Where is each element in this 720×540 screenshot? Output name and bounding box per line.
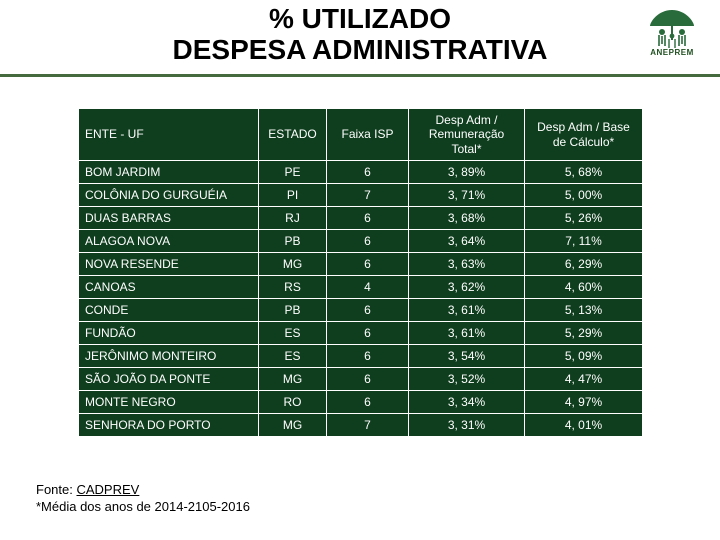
cell-value: 3, 71%	[409, 184, 525, 207]
cell-ente: ALAGOA NOVA	[79, 230, 259, 253]
cell-ente: FUNDÃO	[79, 322, 259, 345]
cell-value: PB	[259, 299, 327, 322]
cell-value: 3, 68%	[409, 207, 525, 230]
cell-ente: DUAS BARRAS	[79, 207, 259, 230]
table-row: SENHORA DO PORTOMG73, 31%4, 01%	[79, 414, 643, 437]
cell-value: 7, 11%	[525, 230, 643, 253]
cell-ente: CONDE	[79, 299, 259, 322]
table-body: BOM JARDIMPE63, 89%5, 68%COLÔNIA DO GURG…	[79, 161, 643, 437]
cell-value: 6, 29%	[525, 253, 643, 276]
table-row: NOVA RESENDEMG63, 63%6, 29%	[79, 253, 643, 276]
umbrella-family-icon	[644, 6, 700, 50]
cell-value: 3, 54%	[409, 345, 525, 368]
cell-value: 3, 34%	[409, 391, 525, 414]
cell-value: 6	[327, 391, 409, 414]
cell-value: MG	[259, 368, 327, 391]
cell-value: PB	[259, 230, 327, 253]
footnote-source-value: CADPREV	[76, 482, 139, 497]
cell-value: 4, 97%	[525, 391, 643, 414]
cell-value: 5, 13%	[525, 299, 643, 322]
footnote: Fonte: CADPREV *Média dos anos de 2014-2…	[36, 482, 250, 516]
cell-value: 3, 62%	[409, 276, 525, 299]
cell-value: 3, 61%	[409, 322, 525, 345]
cell-value: ES	[259, 322, 327, 345]
cell-value: MG	[259, 253, 327, 276]
cell-value: 4, 47%	[525, 368, 643, 391]
slide-title-line1: % UTILIZADO	[0, 4, 720, 35]
col-header-desp-remuneracao: Desp Adm / Remuneração Total*	[409, 109, 525, 161]
table-row: COLÔNIA DO GURGUÉIAPI73, 71%5, 00%	[79, 184, 643, 207]
cell-ente: JERÔNIMO MONTEIRO	[79, 345, 259, 368]
table-row: BOM JARDIMPE63, 89%5, 68%	[79, 161, 643, 184]
cell-value: 5, 29%	[525, 322, 643, 345]
col-header-desp-base: Desp Adm / Base de Cálculo*	[525, 109, 643, 161]
slide-title-line2: DESPESA ADMINISTRATIVA	[0, 35, 720, 66]
cell-value: 7	[327, 184, 409, 207]
col-header-faixa-isp: Faixa ISP	[327, 109, 409, 161]
cell-value: RS	[259, 276, 327, 299]
cell-value: 5, 26%	[525, 207, 643, 230]
cell-value: 3, 89%	[409, 161, 525, 184]
cell-value: 7	[327, 414, 409, 437]
cell-ente: SENHORA DO PORTO	[79, 414, 259, 437]
table-row: CANOASRS43, 62%4, 60%	[79, 276, 643, 299]
table-row: FUNDÃOES63, 61%5, 29%	[79, 322, 643, 345]
col-header-estado: ESTADO	[259, 109, 327, 161]
cell-value: 6	[327, 345, 409, 368]
cell-value: 5, 68%	[525, 161, 643, 184]
cell-ente: BOM JARDIM	[79, 161, 259, 184]
cell-value: 6	[327, 299, 409, 322]
table-row: CONDEPB63, 61%5, 13%	[79, 299, 643, 322]
footnote-note: *Média dos anos de 2014-2105-2016	[36, 499, 250, 514]
cell-value: 4, 60%	[525, 276, 643, 299]
cell-value: RJ	[259, 207, 327, 230]
table-header-row: ENTE - UF ESTADO Faixa ISP Desp Adm / Re…	[79, 109, 643, 161]
cell-value: PE	[259, 161, 327, 184]
data-table-container: ENTE - UF ESTADO Faixa ISP Desp Adm / Re…	[78, 108, 642, 437]
col-header-ente: ENTE - UF	[79, 109, 259, 161]
cell-value: 3, 61%	[409, 299, 525, 322]
cell-value: 5, 09%	[525, 345, 643, 368]
cell-value: 6	[327, 230, 409, 253]
cell-value: RO	[259, 391, 327, 414]
cell-value: PI	[259, 184, 327, 207]
cell-ente: CANOAS	[79, 276, 259, 299]
cell-ente: SÃO JOÃO DA PONTE	[79, 368, 259, 391]
cell-value: 4	[327, 276, 409, 299]
cell-value: 3, 52%	[409, 368, 525, 391]
aneprem-logo: ANEPREM	[638, 6, 706, 57]
cell-value: 6	[327, 207, 409, 230]
cell-value: ES	[259, 345, 327, 368]
data-table: ENTE - UF ESTADO Faixa ISP Desp Adm / Re…	[78, 108, 643, 437]
cell-ente: MONTE NEGRO	[79, 391, 259, 414]
cell-value: 3, 64%	[409, 230, 525, 253]
table-row: MONTE NEGRORO63, 34%4, 97%	[79, 391, 643, 414]
footnote-source-label: Fonte:	[36, 482, 73, 497]
cell-value: MG	[259, 414, 327, 437]
cell-value: 3, 31%	[409, 414, 525, 437]
logo-label: ANEPREM	[638, 48, 706, 57]
cell-value: 6	[327, 322, 409, 345]
cell-ente: NOVA RESENDE	[79, 253, 259, 276]
slide-title-container: % UTILIZADO DESPESA ADMINISTRATIVA	[0, 0, 720, 77]
table-row: JERÔNIMO MONTEIROES63, 54%5, 09%	[79, 345, 643, 368]
cell-value: 6	[327, 253, 409, 276]
table-row: SÃO JOÃO DA PONTEMG63, 52%4, 47%	[79, 368, 643, 391]
cell-ente: COLÔNIA DO GURGUÉIA	[79, 184, 259, 207]
cell-value: 3, 63%	[409, 253, 525, 276]
cell-value: 5, 00%	[525, 184, 643, 207]
cell-value: 6	[327, 368, 409, 391]
cell-value: 4, 01%	[525, 414, 643, 437]
cell-value: 6	[327, 161, 409, 184]
table-row: ALAGOA NOVAPB63, 64%7, 11%	[79, 230, 643, 253]
table-row: DUAS BARRASRJ63, 68%5, 26%	[79, 207, 643, 230]
